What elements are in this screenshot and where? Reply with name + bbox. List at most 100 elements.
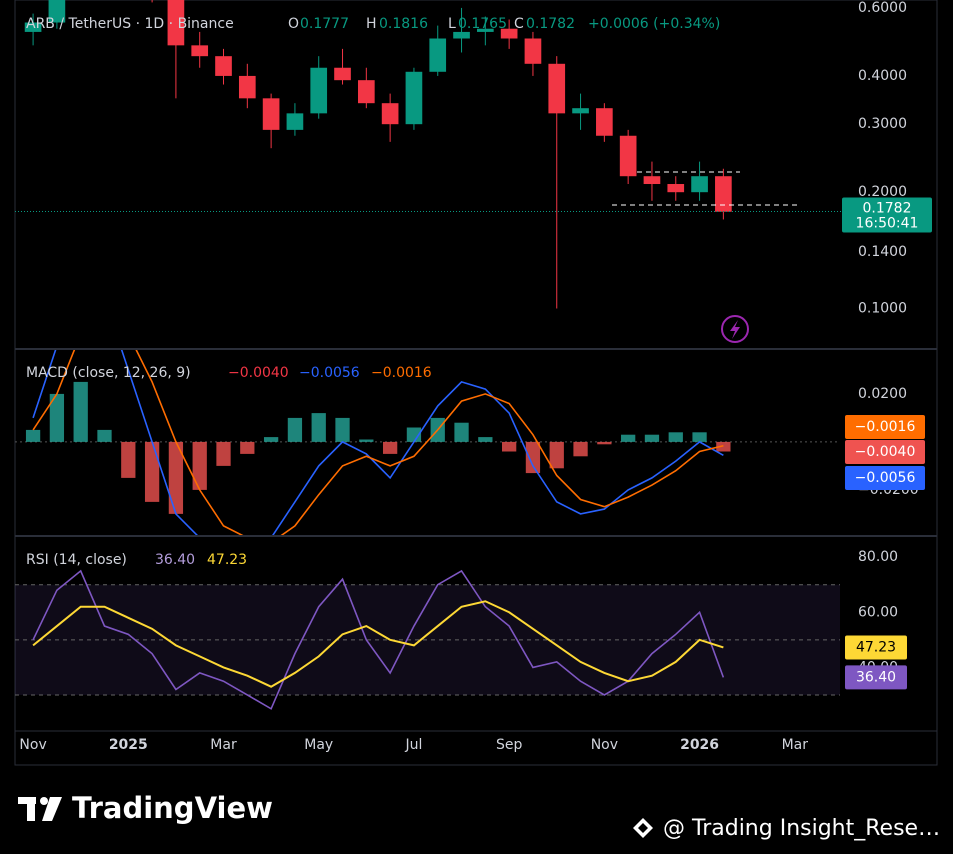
candle-body <box>429 38 447 72</box>
candle-body <box>453 31 470 39</box>
value-tag-label: −0.0056 <box>855 470 916 486</box>
ohlc-label: H <box>366 16 377 32</box>
candle-body <box>48 0 66 23</box>
x-tick-label: Mar <box>210 737 237 753</box>
candle-body <box>191 45 209 57</box>
histogram-bar <box>49 393 65 442</box>
histogram-bar <box>335 417 350 442</box>
price-tag-countdown: 16:50:41 <box>856 216 919 232</box>
candle-body <box>715 176 732 212</box>
ohlc-label: L <box>448 16 456 32</box>
histogram-bar <box>359 439 374 442</box>
indicator-line <box>32 569 725 710</box>
x-tick-label: Nov <box>591 737 618 753</box>
pane <box>15 350 840 535</box>
histogram-bar <box>121 441 136 478</box>
candle-body <box>262 98 280 130</box>
rsi-title: RSI (14, close) <box>26 552 127 568</box>
histogram-bar <box>478 437 493 442</box>
value-tag <box>845 415 925 439</box>
histogram-bar <box>144 441 160 502</box>
y-tick-label: 0.0200 <box>858 386 907 402</box>
x-tick-label: 2026 <box>680 737 719 753</box>
histogram-bar <box>240 441 255 454</box>
histogram-bar <box>597 441 612 445</box>
x-tick-label: Sep <box>496 737 523 753</box>
brand: TradingView <box>72 791 273 825</box>
indicator-line <box>32 600 724 688</box>
ohlc-value: 0.1782 <box>526 16 575 32</box>
histogram-bar <box>573 441 588 457</box>
price-tag <box>842 197 932 233</box>
histogram-bar <box>716 441 731 452</box>
histogram-bar <box>25 429 41 442</box>
candle-body <box>572 108 589 114</box>
histogram-bar <box>406 427 422 442</box>
candle-body <box>24 22 42 32</box>
value-tag <box>845 440 925 464</box>
candle-body <box>667 184 685 193</box>
candle-body <box>524 38 542 64</box>
histogram-bar <box>97 429 112 442</box>
author: @ Trading Insight_Rese… <box>663 816 940 841</box>
chart-frame <box>14 0 938 766</box>
candle-body <box>238 75 256 99</box>
indicator-line <box>32 350 724 535</box>
candle-body <box>215 56 232 76</box>
y-tick-label: 0.2000 <box>858 184 907 200</box>
candle-body <box>643 176 661 185</box>
y-tick-label: 0.3000 <box>858 116 907 132</box>
pane <box>24 0 732 309</box>
legend-value: −0.0016 <box>371 365 432 381</box>
y-tick-label: 80.00 <box>858 549 898 565</box>
x-tick-label: 2025 <box>109 737 148 753</box>
value-tag-label: −0.0040 <box>855 444 916 460</box>
histogram-bar <box>263 437 279 442</box>
candle-body <box>619 135 637 177</box>
candle-body <box>405 71 423 125</box>
value-tag <box>845 665 907 690</box>
histogram-bar <box>525 441 541 474</box>
candle-body <box>548 63 566 114</box>
x-tick-label: Nov <box>19 737 46 753</box>
legend-value: −0.0056 <box>299 365 360 381</box>
candle-body <box>357 80 375 104</box>
author-icon <box>633 818 653 838</box>
legend-value: 47.23 <box>207 552 247 568</box>
candle-body <box>334 67 351 81</box>
candle-body <box>691 176 708 193</box>
x-tick-label: Jul <box>404 737 422 753</box>
candle-body <box>286 113 304 130</box>
macd-title: MACD (close, 12, 26, 9) <box>26 365 191 381</box>
y-tick-label: 60.00 <box>858 604 898 620</box>
histogram-bar <box>668 432 683 442</box>
plot-layer: Nov 2025 Mar May Jul Sep Nov 2026 Mar 0.6000 0.400… <box>15 0 932 753</box>
histogram-bar <box>549 441 564 469</box>
value-tag-label: −0.0016 <box>855 419 916 435</box>
pane <box>15 569 840 710</box>
y-tick-label: 0.1000 <box>858 300 907 316</box>
histogram-bar <box>73 381 88 442</box>
candle-body <box>596 108 613 136</box>
value-tag-label: 36.40 <box>856 669 896 685</box>
histogram-bar <box>621 434 636 442</box>
histogram-bar <box>382 441 398 454</box>
ohlc-value: 0.1777 <box>300 16 349 32</box>
ohlc-value: 0.1765 <box>458 16 507 32</box>
value-tag <box>845 635 907 660</box>
x-tick-label: May <box>304 737 333 753</box>
histogram-bar <box>692 432 707 442</box>
legend-value: −0.0040 <box>228 365 289 381</box>
value-tag-label: 47.23 <box>856 639 896 655</box>
x-tick-label: Mar <box>782 737 809 753</box>
candle-body <box>167 0 185 46</box>
y-tick-label: 0.4000 <box>858 68 907 84</box>
histogram-bar <box>502 441 517 452</box>
alert-icon[interactable] <box>721 315 749 343</box>
change: +0.0006 (+0.34%) <box>588 16 720 32</box>
symbol-title: ARB / TetherUS · 1D · Binance <box>26 16 234 32</box>
histogram-bar <box>454 422 469 442</box>
candle-body <box>477 28 494 32</box>
